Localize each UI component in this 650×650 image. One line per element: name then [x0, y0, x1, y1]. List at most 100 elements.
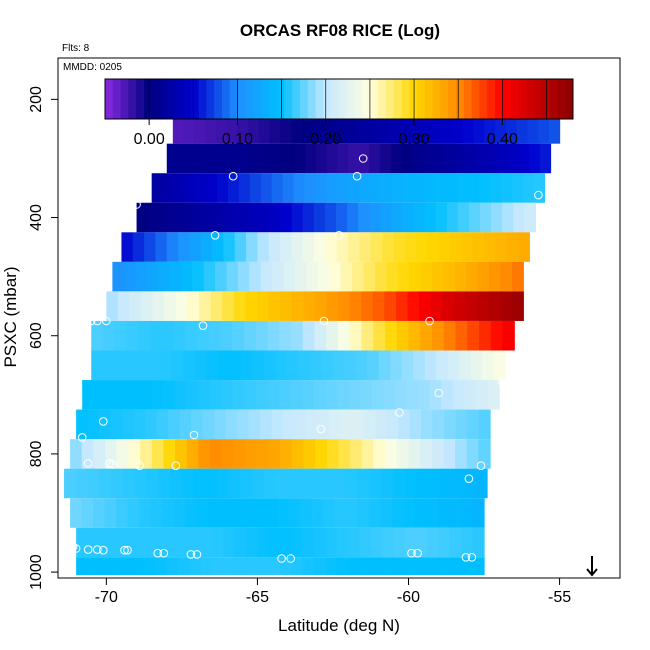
heatmap-cell: [181, 468, 194, 499]
heatmap-cell: [306, 409, 319, 440]
heatmap-cell: [299, 468, 312, 499]
heatmap-cell: [348, 380, 361, 410]
heatmap-cell: [162, 173, 175, 203]
heatmap-cell: [398, 114, 410, 144]
heatmap-cell: [427, 527, 440, 558]
heatmap-cell: [454, 261, 467, 292]
heatmap-cell: [427, 557, 440, 576]
heatmap-cell: [291, 527, 304, 558]
heatmap-cell: [424, 173, 436, 203]
heatmap-cell: [463, 468, 476, 499]
heatmap-cell: [291, 232, 304, 262]
colorbar-segment: [495, 79, 504, 119]
heatmap-cell: [382, 557, 394, 576]
heatmap-cell: [291, 291, 304, 321]
heatmap-cell: [360, 380, 373, 410]
sample-point: [171, 461, 181, 471]
heatmap-cell: [344, 114, 357, 144]
heatmap-cell: [163, 380, 176, 410]
heatmap-cell: [478, 409, 491, 440]
heatmap-cell: [325, 527, 338, 558]
heatmap-cell: [435, 202, 448, 233]
heatmap-cell: [340, 409, 353, 440]
heatmap-cell: [161, 320, 175, 351]
heatmap-cell: [152, 291, 165, 321]
y-tick-label: 400: [28, 204, 45, 231]
sample-point: [334, 231, 344, 240]
heatmap-cell: [373, 439, 386, 469]
heatmap-cell: [244, 380, 257, 410]
colorbar-segment: [237, 79, 246, 119]
heatmap-cell: [511, 291, 524, 321]
heatmap-cell: [346, 468, 359, 499]
heatmap-cell: [511, 261, 524, 292]
heatmap-cell: [348, 232, 360, 262]
heatmap-cell: [450, 232, 462, 262]
heatmap-cell: [81, 498, 94, 528]
heatmap-cell: [246, 557, 259, 576]
heatmap-cell: [225, 409, 238, 440]
heatmap-cell: [282, 173, 295, 203]
heatmap-cell: [340, 261, 353, 292]
heatmap-cell: [185, 320, 198, 351]
heatmap-cell: [461, 527, 474, 558]
heatmap-cell: [209, 143, 221, 174]
colorbar-segment: [362, 79, 371, 119]
heatmap-cell: [335, 202, 348, 233]
heatmap-cell: [462, 114, 475, 144]
colorbar-segment: [292, 79, 301, 119]
heatmap-cell: [350, 439, 363, 469]
heatmap-cell: [191, 409, 204, 440]
heatmap-cell: [212, 527, 225, 558]
colorbar-tick-label: 0.40: [487, 131, 518, 148]
heatmap-cell: [524, 202, 536, 233]
sample-point: [77, 433, 87, 442]
colorbar-segment: [385, 79, 395, 119]
heatmap-cell: [234, 527, 247, 558]
heatmap-cell: [275, 468, 288, 499]
heatmap-cell: [214, 202, 226, 233]
heatmap-cell: [302, 380, 315, 410]
colorbar-tick-label: 0.00: [134, 131, 165, 148]
heatmap-cell: [329, 261, 342, 292]
heatmap-cell: [314, 232, 326, 262]
heatmap-cell: [272, 261, 285, 292]
heatmap-cell: [76, 527, 89, 558]
heatmap-cell: [301, 114, 314, 144]
heatmap-cell: [416, 557, 428, 576]
heatmap-cell: [162, 498, 175, 528]
heatmap-cell: [407, 291, 420, 321]
heatmap-cell: [156, 409, 169, 440]
heatmap-cell: [385, 439, 398, 469]
heatmap-cell: [290, 320, 304, 351]
heatmap-cell: [241, 143, 253, 174]
heatmap-cell: [225, 202, 237, 233]
heatmap-cell: [116, 439, 130, 469]
heatmap-cell: [247, 202, 260, 233]
heatmap-cell: [220, 320, 233, 351]
heatmap-cell: [443, 261, 456, 292]
heatmap-cell: [359, 557, 372, 576]
heatmap-cell: [178, 232, 191, 262]
sample-point: [99, 417, 108, 426]
heatmap-cell: [338, 439, 351, 469]
colorbar-tick-label: 0.10: [222, 131, 253, 148]
heatmap-cell: [500, 173, 513, 203]
heatmap-cell: [140, 439, 153, 469]
heatmap-cell: [442, 291, 455, 321]
flights-note: Flts: 8: [62, 43, 90, 54]
heatmap-cell: [255, 320, 269, 351]
heatmap-cell: [205, 114, 217, 144]
heatmap-cell: [302, 320, 316, 351]
heatmap-cell: [271, 173, 284, 203]
heatmap-cell: [132, 527, 145, 558]
heatmap-cell: [303, 439, 316, 469]
heatmap-cell: [306, 261, 319, 292]
heatmap-cell: [93, 380, 106, 410]
heatmap-cell: [472, 498, 485, 528]
heatmap-cell: [194, 350, 207, 381]
heatmap-cell: [291, 557, 304, 576]
heatmap-cell: [420, 261, 433, 292]
colorbar-segment: [183, 79, 192, 119]
heatmap-cell: [375, 409, 388, 440]
